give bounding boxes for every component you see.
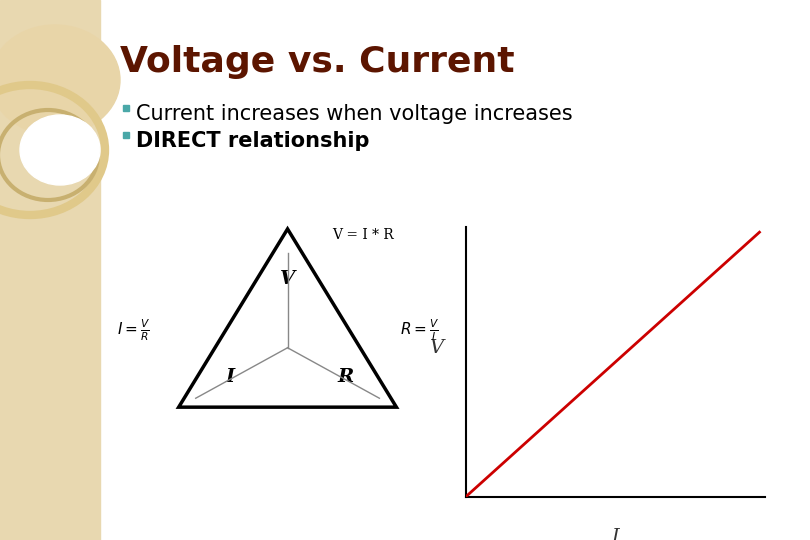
Text: I: I	[225, 368, 234, 387]
Bar	[0, 0, 100, 540]
Text: V: V	[428, 339, 443, 357]
Text: V = I * R: V = I * R	[332, 228, 394, 242]
Text: Current increases when voltage increases: Current increases when voltage increases	[136, 104, 573, 124]
Text: I: I	[612, 528, 620, 540]
Text: V: V	[280, 271, 295, 288]
Text: $I = \frac{V}{R}$: $I = \frac{V}{R}$	[117, 317, 151, 343]
Text: R: R	[337, 368, 353, 387]
Text: DIRECT relationship: DIRECT relationship	[136, 131, 369, 151]
Ellipse shape	[20, 115, 100, 185]
Ellipse shape	[0, 25, 120, 135]
Text: $R = \frac{V}{I}$: $R = \frac{V}{I}$	[400, 317, 439, 343]
Text: Voltage vs. Current: Voltage vs. Current	[120, 45, 514, 79]
